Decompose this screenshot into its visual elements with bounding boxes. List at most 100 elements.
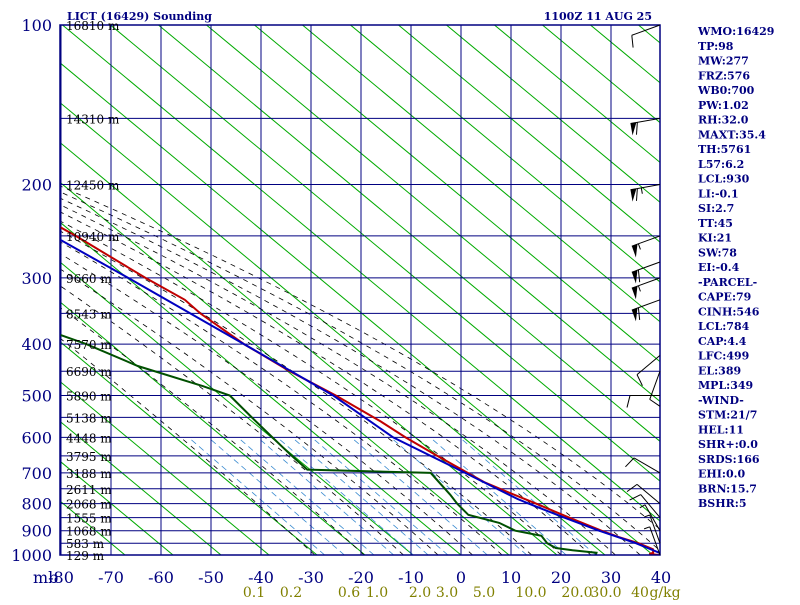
index-item: SHR+:0.0 bbox=[698, 438, 758, 451]
height-label: 5138 m bbox=[66, 411, 112, 425]
dry-adiabat-line bbox=[109, 25, 660, 482]
wind-barb bbox=[629, 494, 661, 518]
dry-adiabat-line bbox=[157, 25, 660, 442]
x-tick-label: -20 bbox=[348, 568, 374, 587]
x-tick-label: -70 bbox=[98, 568, 124, 587]
wind-barb-staff bbox=[649, 371, 661, 400]
mixing-ratio-label: 20.0 bbox=[561, 585, 592, 600]
wind-barb-full bbox=[626, 483, 638, 493]
wind-barb-half bbox=[640, 187, 643, 194]
wind-barb-full bbox=[626, 395, 631, 408]
wind-barb-pennant bbox=[631, 286, 638, 300]
wind-barb bbox=[626, 394, 660, 408]
index-item: -PARCEL- bbox=[698, 276, 757, 289]
y-tick-label: 400 bbox=[21, 335, 52, 354]
height-label: 12450 m bbox=[66, 179, 120, 193]
wind-barb-staff bbox=[631, 261, 661, 273]
wind-barb-staff bbox=[630, 117, 661, 125]
wind-barb bbox=[631, 261, 661, 284]
height-label: 129 m bbox=[66, 549, 105, 563]
index-item: LI:-0.1 bbox=[698, 187, 739, 200]
x-tick-label: -60 bbox=[148, 568, 174, 587]
x-tick-label: -10 bbox=[398, 568, 424, 587]
wind-barb-full bbox=[635, 122, 638, 135]
wind-barb-staff bbox=[631, 299, 661, 311]
dry-adiabat-line bbox=[253, 25, 660, 363]
index-item: EI:-0.4 bbox=[698, 261, 740, 274]
y-tick-label: 700 bbox=[21, 464, 52, 483]
dry-adiabat-line bbox=[60, 261, 414, 555]
dry-adiabat-line bbox=[60, 62, 654, 555]
index-item: EL:389 bbox=[698, 364, 741, 377]
wind-barb bbox=[643, 514, 661, 544]
mixing-ratio-label: 40 bbox=[631, 585, 649, 600]
mixing-ratio-unit: g/kg bbox=[649, 585, 680, 600]
wind-barb-pennant bbox=[631, 244, 638, 258]
wind-barb-staff bbox=[633, 457, 661, 474]
wind-barb bbox=[639, 504, 661, 531]
y-tick-label: 900 bbox=[21, 522, 52, 541]
dry-adiabat-line bbox=[301, 25, 660, 323]
series-line-parcel bbox=[60, 238, 660, 555]
wind-barb-full bbox=[625, 457, 635, 468]
index-item: CAP:4.4 bbox=[698, 335, 747, 348]
wind-barb-staff bbox=[631, 277, 661, 289]
plot-frame bbox=[59, 24, 661, 556]
x-tick-label: 30 bbox=[601, 568, 621, 587]
index-item: KI:21 bbox=[698, 232, 732, 245]
index-item: SI:2.7 bbox=[698, 202, 734, 215]
wind-barb-half bbox=[639, 504, 646, 509]
height-label: 8543 m bbox=[66, 307, 112, 321]
wind-barb-pennant bbox=[630, 188, 637, 202]
wind-barb-staff bbox=[631, 24, 661, 36]
index-item: TT:45 bbox=[698, 217, 733, 230]
wind-barb-staff bbox=[636, 354, 661, 375]
mixing-ratio-label: 2.0 bbox=[409, 585, 431, 600]
y-tick-label: 1000 bbox=[11, 546, 52, 565]
x-tick-label: -40 bbox=[248, 568, 274, 587]
wind-barb bbox=[631, 299, 661, 322]
y-tick-label: 800 bbox=[21, 495, 52, 514]
mixing-ratio-label: 0.2 bbox=[280, 585, 302, 600]
wind-barb bbox=[649, 371, 661, 407]
index-item: LFC:499 bbox=[698, 350, 749, 363]
dry-adiabat-line bbox=[493, 25, 660, 164]
index-item: L57:6.2 bbox=[698, 158, 744, 171]
index-item: EHI:0.0 bbox=[698, 468, 745, 481]
index-item: CAPE:79 bbox=[698, 291, 751, 304]
mixing-ratio-label: 3.0 bbox=[436, 585, 458, 600]
x-tick-label: -80 bbox=[48, 568, 74, 587]
height-label: 7570 m bbox=[66, 338, 112, 352]
height-label: 16810 m bbox=[66, 19, 120, 33]
mixing-ratio-label: 10.0 bbox=[515, 585, 546, 600]
wind-barb bbox=[625, 457, 661, 474]
index-item: SRDS:166 bbox=[698, 453, 760, 466]
wind-barb bbox=[643, 526, 661, 556]
y-tick-label: 300 bbox=[21, 269, 52, 288]
index-item: TH:5761 bbox=[698, 143, 751, 156]
wind-barb-full bbox=[637, 307, 641, 321]
height-label: 10940 m bbox=[66, 230, 120, 244]
mixing-ratio-label: 0.1 bbox=[243, 585, 265, 600]
wind-barb-staff bbox=[649, 526, 661, 556]
wind-barb-full bbox=[635, 188, 638, 201]
wind-barb-staff bbox=[630, 184, 661, 191]
height-label: 4448 m bbox=[66, 431, 112, 445]
wind-barb-pennant bbox=[630, 122, 637, 136]
wind-barb-half bbox=[637, 243, 641, 250]
wind-barb-pennant bbox=[631, 270, 638, 284]
dry-adiabat-line bbox=[349, 25, 660, 283]
dry-adiabat-line bbox=[60, 341, 318, 555]
mixing-ratio-label: 0.6 bbox=[338, 585, 360, 600]
index-item: LCL:784 bbox=[698, 320, 750, 333]
index-item: MW:277 bbox=[698, 55, 749, 68]
wind-barb-staff bbox=[640, 494, 661, 518]
mixing-ratio-label: 30.0 bbox=[590, 585, 621, 600]
wind-barb bbox=[626, 483, 661, 505]
wind-barb-pennant bbox=[631, 308, 638, 322]
wind-barb-full bbox=[637, 269, 641, 283]
height-label: 1555 m bbox=[66, 512, 112, 526]
x-tick-label: 10 bbox=[501, 568, 521, 587]
